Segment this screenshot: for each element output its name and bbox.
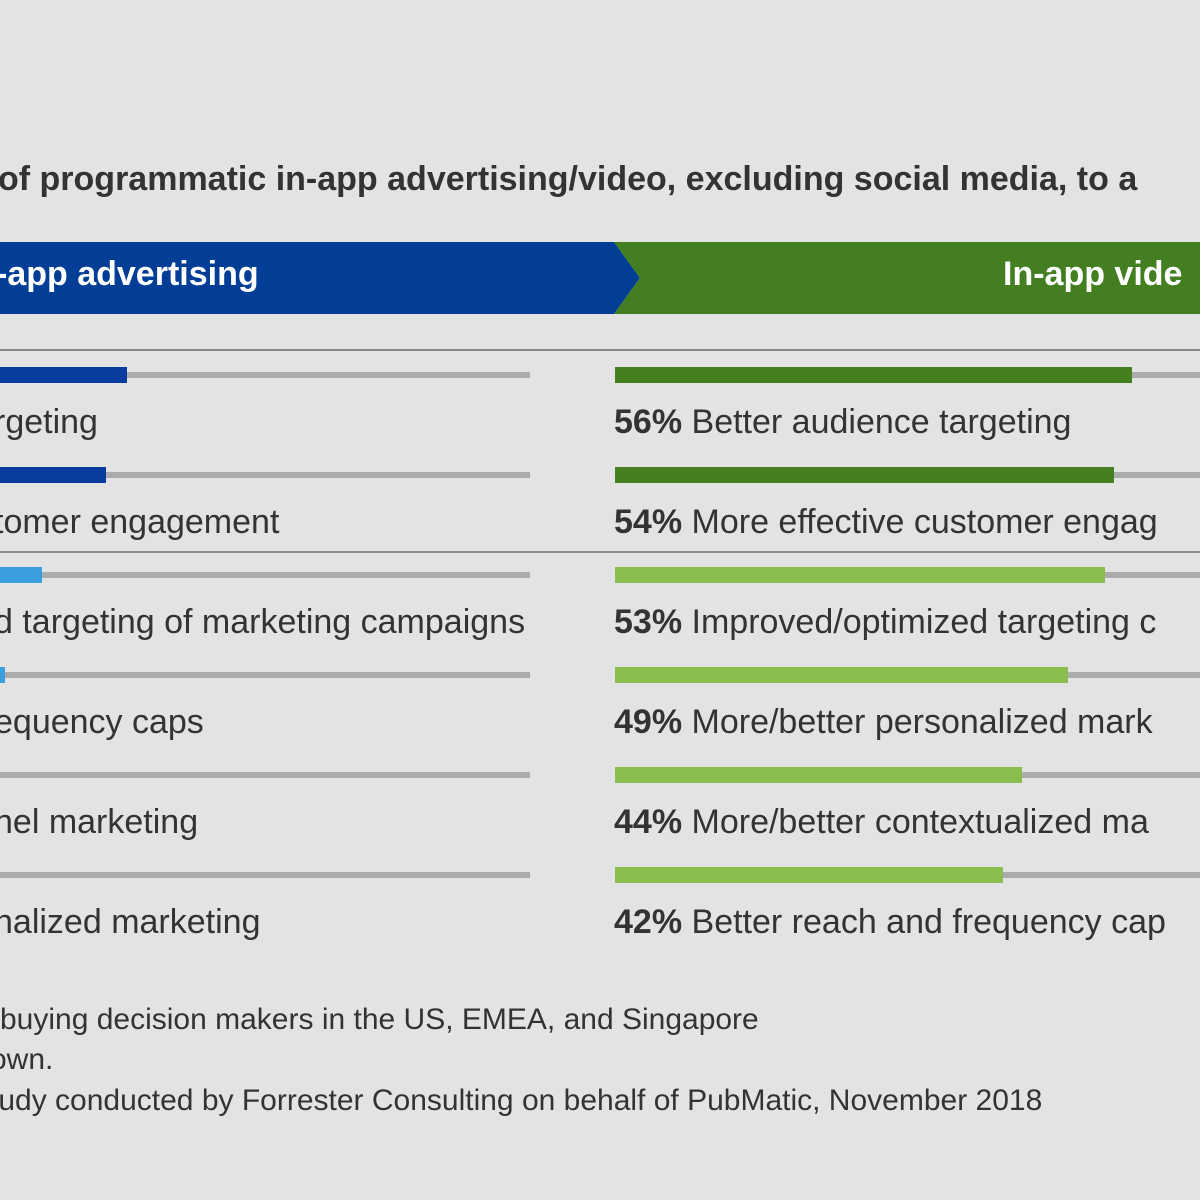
advertising-bar-track <box>0 672 530 678</box>
video-bar <box>615 567 1105 583</box>
video-row-text: Better reach and frequency cap <box>691 903 1166 941</box>
chart-title: of programmatic in-app advertising/video… <box>0 160 1138 198</box>
advertising-bar <box>0 667 5 683</box>
video-row-label: 53% Improved/optimized targeting c <box>614 603 1156 642</box>
advertising-bar-track <box>0 572 530 578</box>
video-percent-label: 53% <box>614 603 683 641</box>
advertising-row-label: rgeting <box>0 403 98 441</box>
video-banner-shape <box>614 242 1200 314</box>
advertising-banner <box>0 242 640 314</box>
advertising-row-label: equency caps <box>0 703 204 741</box>
top-divider <box>0 349 1200 351</box>
video-row-text: More/better personalized mark <box>691 703 1153 741</box>
video-percent-label: 54% <box>614 503 683 541</box>
advertising-bar-track <box>0 872 530 878</box>
video-row-label: 56% Better audience targeting <box>614 403 1071 442</box>
footnote-2: own. <box>0 1043 54 1076</box>
video-row-text: More/better contextualized ma <box>691 803 1149 841</box>
advertising-bar-track <box>0 372 530 378</box>
video-row-text: More effective customer engag <box>691 503 1158 541</box>
video-banner-label: In-app vide <box>1003 255 1183 293</box>
advertising-bar <box>0 467 106 483</box>
video-row-label: 54% More effective customer engag <box>614 503 1158 542</box>
advertising-banner-shape <box>0 242 640 314</box>
video-percent-label: 49% <box>614 703 683 741</box>
advertising-row-label: d targeting of marketing campaigns <box>0 603 526 641</box>
advertising-banner-label: -app advertising <box>0 255 259 293</box>
middle-divider <box>0 551 1200 553</box>
video-bar <box>615 467 1114 483</box>
advertising-row-label: nalized marketing <box>0 903 261 941</box>
advertising-bar <box>0 567 42 583</box>
video-percent-label: 56% <box>614 403 683 441</box>
video-bar <box>615 767 1022 783</box>
video-percent-label: 42% <box>614 903 683 941</box>
advertising-bar <box>0 367 127 383</box>
video-row-label: 44% More/better contextualized ma <box>614 803 1149 842</box>
video-bar <box>615 867 1003 883</box>
video-row-label: 49% More/better personalized mark <box>614 703 1153 742</box>
advertising-row-label: tomer engagement <box>0 503 280 541</box>
advertising-bar-track <box>0 472 530 478</box>
video-row-label: 42% Better reach and frequency cap <box>614 903 1166 942</box>
video-row-text: Better audience targeting <box>691 403 1072 441</box>
video-banner <box>614 242 1200 314</box>
footnote-1: -buying decision makers in the US, EMEA,… <box>0 1003 759 1036</box>
advertising-bar-track <box>0 772 530 778</box>
advertising-row-label: nel marketing <box>0 803 199 841</box>
video-row-text: Improved/optimized targeting c <box>691 603 1157 641</box>
video-bar <box>615 367 1132 383</box>
video-bar <box>615 667 1068 683</box>
video-percent-label: 44% <box>614 803 683 841</box>
footnote-3: tudy conducted by Forrester Consulting o… <box>0 1084 1043 1117</box>
